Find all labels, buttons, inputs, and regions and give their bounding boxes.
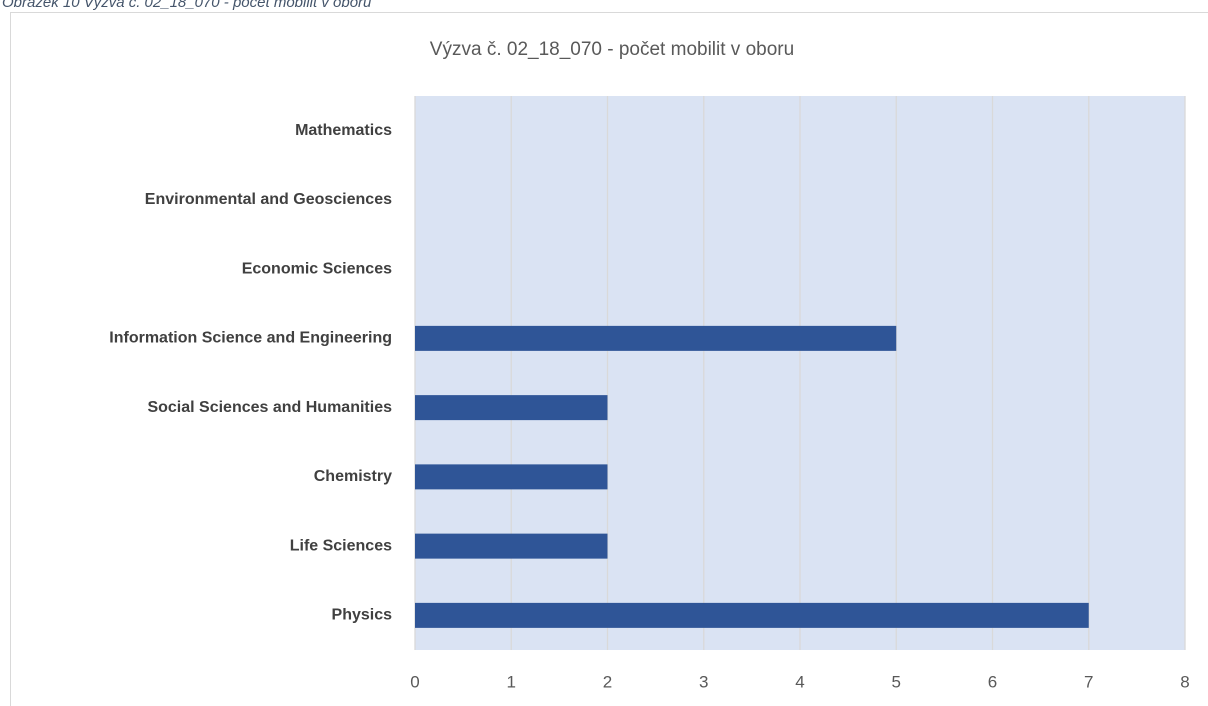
chart-title: Výzva č. 02_18_070 - počet mobilit v obo… <box>430 39 794 60</box>
x-tick-label: 5 <box>892 672 901 691</box>
y-tick-label: Chemistry <box>314 468 392 485</box>
y-tick-label: Physics <box>332 607 393 624</box>
x-tick-label: 8 <box>1180 672 1189 691</box>
x-tick-label: 1 <box>507 672 516 691</box>
x-tick-label: 4 <box>795 672 804 691</box>
bar <box>415 464 608 490</box>
y-tick-label: Information Science and Engineering <box>109 330 392 347</box>
x-tick-label: 2 <box>603 672 612 691</box>
y-tick-label: Social Sciences and Humanities <box>147 399 392 416</box>
x-tick-label: 3 <box>699 672 708 691</box>
bar <box>415 602 1089 628</box>
figure-caption: Obrázek 10 Výzva č. 02_18_070 - počet mo… <box>2 0 372 11</box>
y-tick-label: Economic Sciences <box>242 260 392 277</box>
bar <box>415 533 608 559</box>
x-tick-label: 0 <box>410 672 419 691</box>
bar <box>415 395 608 421</box>
x-tick-label: 7 <box>1084 672 1093 691</box>
y-tick-label: Environmental and Geosciences <box>145 191 392 208</box>
bar <box>415 325 897 351</box>
y-tick-label: Mathematics <box>295 122 392 139</box>
x-tick-label: 6 <box>988 672 997 691</box>
y-tick-label: Life Sciences <box>290 537 392 554</box>
